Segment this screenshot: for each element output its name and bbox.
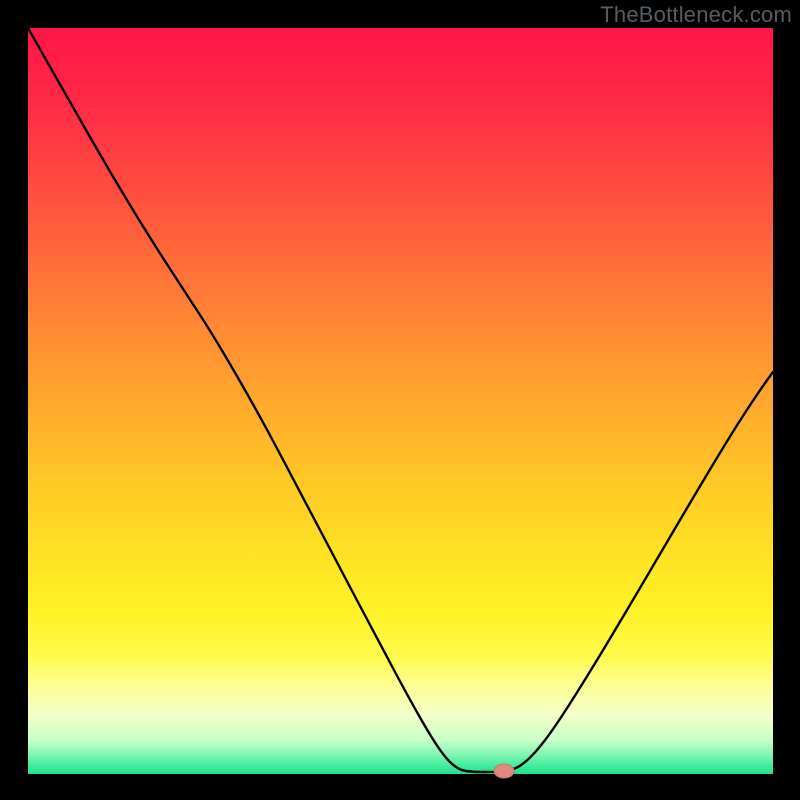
optimal-point-marker: [494, 764, 514, 778]
watermark-text: TheBottleneck.com: [600, 2, 792, 28]
plot-background: [28, 28, 773, 774]
bottleneck-chart: [0, 0, 800, 800]
